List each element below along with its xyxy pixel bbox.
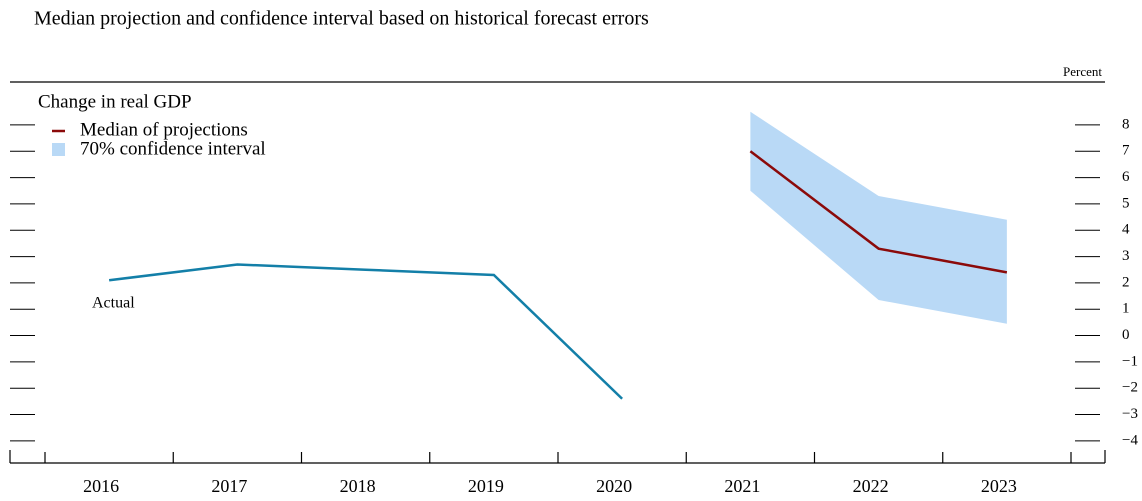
confidence-band [750,111,1007,324]
x-tick-label: 2023 [981,476,1017,496]
x-tick-label: 2016 [83,476,119,496]
y-axis-label: Percent [1063,64,1102,79]
y-tick-label: −3 [1122,406,1138,422]
y-tick-label: 3 [1122,248,1130,264]
y-tick-label: −2 [1122,380,1138,396]
y-tick-label: 0 [1122,327,1130,343]
chart-title: Median projection and confidence interva… [34,8,649,30]
series-line [749,150,1008,274]
y-tick-label: 7 [1122,143,1130,159]
legend-swatch-band [52,143,65,156]
x-tick-label: 2018 [340,476,376,496]
panel-title: Change in real GDP [38,91,192,112]
y-tick-label: 4 [1122,222,1130,238]
y-tick-label: 1 [1122,301,1130,317]
annotation: Actual [92,295,135,312]
y-tick-label: −1 [1122,353,1138,369]
x-tick-label: 2017 [211,476,247,496]
y-tick-label: 8 [1122,116,1130,132]
legend-label: Median of projections [80,119,248,140]
x-tick-label: 2020 [596,476,632,496]
x-tick-label: 2022 [853,476,889,496]
series-line [108,263,623,400]
x-tick-label: 2019 [468,476,504,496]
y-tick-label: 2 [1122,274,1130,290]
legend-label: 70% confidence interval [80,138,266,159]
y-tick-label: −4 [1122,432,1138,448]
x-tick-label: 2021 [724,476,760,496]
y-tick-label: 6 [1122,169,1130,185]
y-tick-label: 5 [1122,195,1130,211]
